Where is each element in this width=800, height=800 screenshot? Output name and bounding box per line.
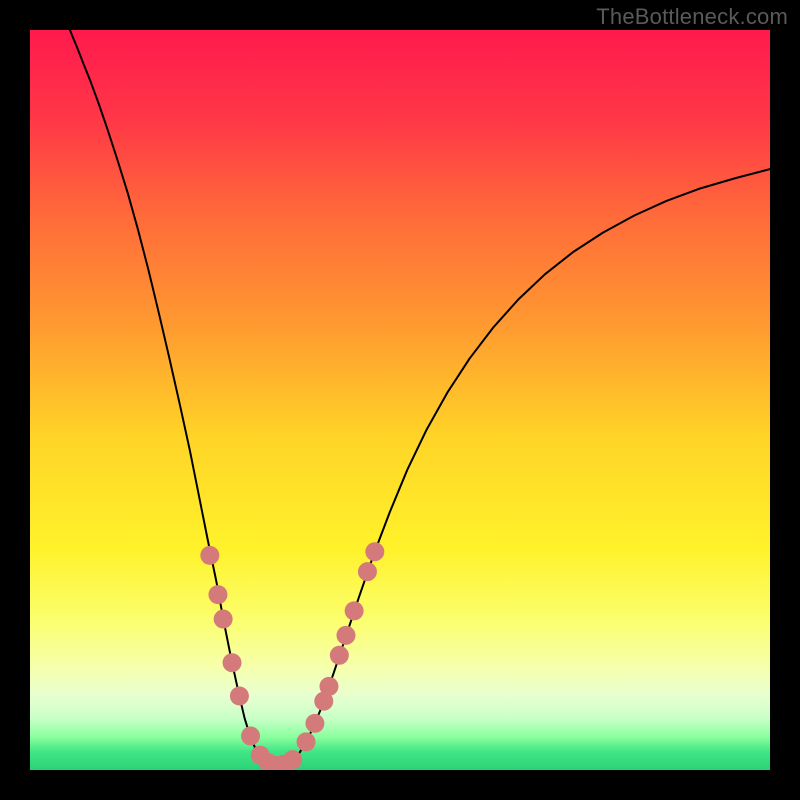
- curve-marker: [365, 542, 384, 561]
- curve-marker: [319, 677, 338, 696]
- curve-marker: [330, 646, 349, 665]
- curve-marker: [230, 687, 249, 706]
- curve-marker: [345, 601, 364, 620]
- curve-marker: [336, 626, 355, 645]
- curve-marker: [297, 732, 316, 751]
- chart-frame: TheBottleneck.com: [0, 0, 800, 800]
- bottleneck-chart: [30, 30, 770, 770]
- curve-marker: [283, 750, 302, 769]
- curve-marker: [223, 653, 242, 672]
- curve-marker: [200, 546, 219, 565]
- curve-marker: [214, 610, 233, 629]
- plot-background: [30, 30, 770, 770]
- curve-marker: [208, 585, 227, 604]
- watermark-text: TheBottleneck.com: [596, 4, 788, 30]
- curve-marker: [358, 562, 377, 581]
- curve-marker: [241, 726, 260, 745]
- curve-marker: [305, 714, 324, 733]
